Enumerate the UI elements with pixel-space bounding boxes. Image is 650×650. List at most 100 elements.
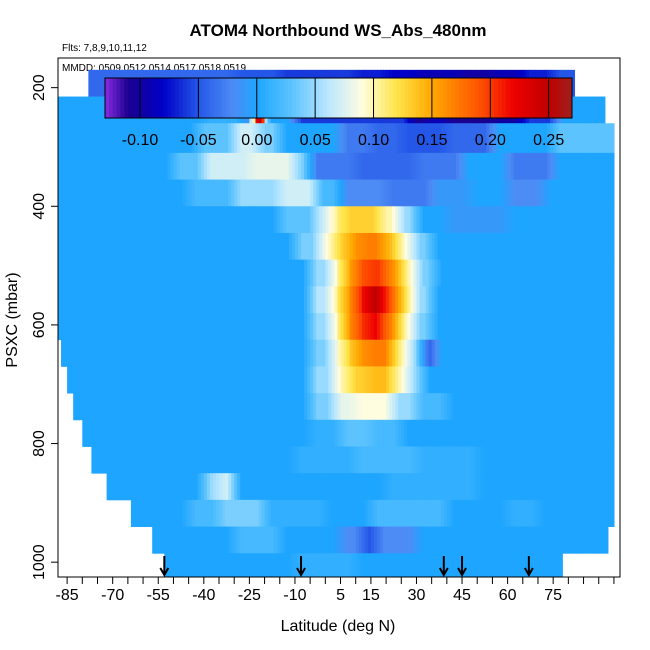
heatmap-cell: [76, 123, 80, 154]
heatmap-cell: [498, 473, 503, 501]
heatmap-cell: [364, 366, 369, 394]
heatmap-cell: [367, 393, 372, 421]
heatmap-cell: [580, 446, 585, 474]
heatmap-cell: [328, 446, 333, 474]
heatmap-cell: [297, 446, 302, 474]
heatmap-cell: [483, 419, 487, 447]
heatmap-cell: [498, 259, 503, 287]
colorbar-swatch: [225, 78, 231, 118]
heatmap-cell: [589, 473, 594, 501]
heatmap-cell: [392, 286, 396, 314]
heatmap-cell: [146, 152, 150, 180]
heatmap-cell: [364, 499, 369, 527]
heatmap-cell: [601, 446, 606, 474]
heatmap-cell: [288, 366, 293, 394]
colorbar-swatch: [163, 78, 168, 118]
heatmap-cell: [133, 366, 138, 394]
heatmap-cell: [367, 446, 372, 474]
heatmap-cell: [404, 419, 408, 447]
heatmap-cell: [559, 393, 563, 421]
heatmap-cell: [136, 366, 141, 394]
heatmap-cell: [483, 366, 487, 394]
x-axis: -85 -70 -55 -40 -25 -10 5 15 30 45 60 75: [56, 576, 615, 604]
heatmap-cell: [164, 232, 168, 261]
heatmap-cell: [252, 286, 257, 314]
heatmap-cell: [267, 366, 272, 394]
heatmap-cell: [270, 526, 275, 554]
heatmap-cell: [161, 339, 165, 367]
heatmap-cell: [364, 473, 369, 501]
heatmap-cell: [364, 206, 369, 234]
heatmap-cell: [334, 313, 339, 341]
heatmap-cell: [589, 419, 594, 447]
heatmap-cell: [462, 419, 466, 447]
heatmap-cell: [610, 499, 615, 527]
heatmap-cell: [495, 339, 500, 367]
heatmap-cell: [258, 366, 263, 394]
heatmap-cell: [91, 419, 96, 447]
heatmap-cell: [598, 286, 603, 314]
heatmap-cell: [583, 446, 588, 474]
heatmap-cell: [504, 366, 509, 394]
colorbar-swatch: [210, 78, 215, 118]
heatmap-cell: [586, 179, 591, 207]
heatmap-cell: [234, 286, 238, 314]
heatmap-cell: [246, 232, 250, 261]
heatmap-cell: [434, 313, 439, 341]
heatmap-cell: [191, 206, 196, 234]
heatmap-cell: [258, 473, 263, 501]
heatmap-cell: [258, 179, 263, 207]
heatmap-cell: [173, 366, 178, 394]
heatmap-cell: [294, 499, 299, 527]
heatmap-cell: [212, 232, 217, 261]
heatmap-cell: [458, 179, 463, 207]
heatmap-cell: [94, 419, 99, 447]
heatmap-cell: [455, 419, 460, 447]
heatmap-cell: [492, 553, 497, 578]
heatmap-cell: [85, 313, 89, 341]
heatmap-cell: [328, 259, 333, 287]
heatmap-cell: [58, 96, 62, 124]
heatmap-cell: [446, 313, 451, 341]
heatmap-cell: [294, 339, 299, 367]
heatmap-cell: [297, 313, 302, 341]
heatmap-cell: [474, 232, 478, 261]
heatmap-cell: [531, 232, 536, 261]
heatmap-cell: [158, 313, 162, 341]
colorbar-swatch: [560, 78, 565, 118]
heatmap-cell: [510, 232, 515, 261]
heatmap-cell: [443, 393, 448, 421]
heatmap-cell: [179, 339, 184, 367]
heatmap-cell: [386, 499, 390, 527]
heatmap-cell: [431, 286, 436, 314]
heatmap-cell: [212, 123, 217, 154]
heatmap-cell: [209, 232, 214, 261]
heatmap-cell: [212, 473, 217, 501]
heatmap-cell: [197, 419, 202, 447]
heatmap-cell: [489, 473, 494, 501]
heatmap-cell: [222, 152, 226, 180]
heatmap-cell: [343, 499, 348, 527]
heatmap-cell: [121, 446, 126, 474]
heatmap-cell: [398, 152, 402, 180]
heatmap-cell: [228, 526, 232, 554]
heatmap-cell: [483, 259, 487, 287]
heatmap-cell: [601, 419, 606, 447]
heatmap-cell: [443, 179, 448, 207]
heatmap-cell: [458, 123, 463, 154]
heatmap-cell: [76, 259, 80, 287]
heatmap-cell: [595, 96, 600, 124]
heatmap-cell: [507, 339, 512, 367]
heatmap-cell: [422, 499, 427, 527]
heatmap-cell: [355, 206, 360, 234]
heatmap-cell: [173, 286, 178, 314]
heatmap-cell: [240, 473, 244, 501]
heatmap-cell: [264, 446, 269, 474]
colorbar-swatch: [213, 78, 219, 118]
heatmap-cell: [176, 419, 181, 447]
heatmap-cell: [234, 313, 238, 341]
heatmap-cell: [562, 366, 566, 394]
heatmap-cell: [279, 553, 284, 578]
heatmap-cell: [328, 123, 333, 154]
heatmap-cell: [358, 179, 363, 207]
